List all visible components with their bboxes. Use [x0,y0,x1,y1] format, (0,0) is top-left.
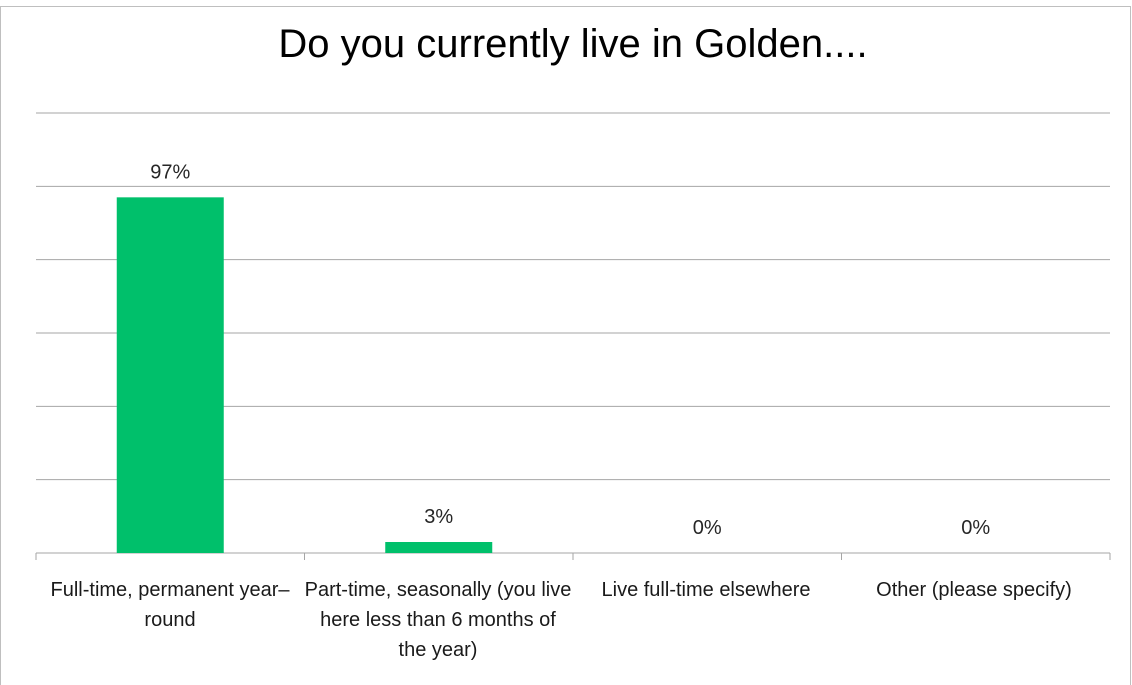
data-label-0: 97% [150,161,190,183]
bar-1 [385,542,493,553]
chart-title: Do you currently live in Golden.... [278,22,868,66]
data-label-3: 0% [961,517,990,539]
category-label-part-time: Part-time, seasonally (you live here les… [304,579,572,661]
category-label-other: Other (please specify) [876,579,1072,601]
category-label-full-time: Full-time, permanent year–round [50,579,290,631]
data-label-2: 0% [693,517,722,539]
chart-frame [0,6,1131,685]
bar-0 [116,197,224,554]
category-label-live-elsewhere: Live full-time elsewhere [601,579,811,601]
data-label-1: 3% [424,506,453,528]
